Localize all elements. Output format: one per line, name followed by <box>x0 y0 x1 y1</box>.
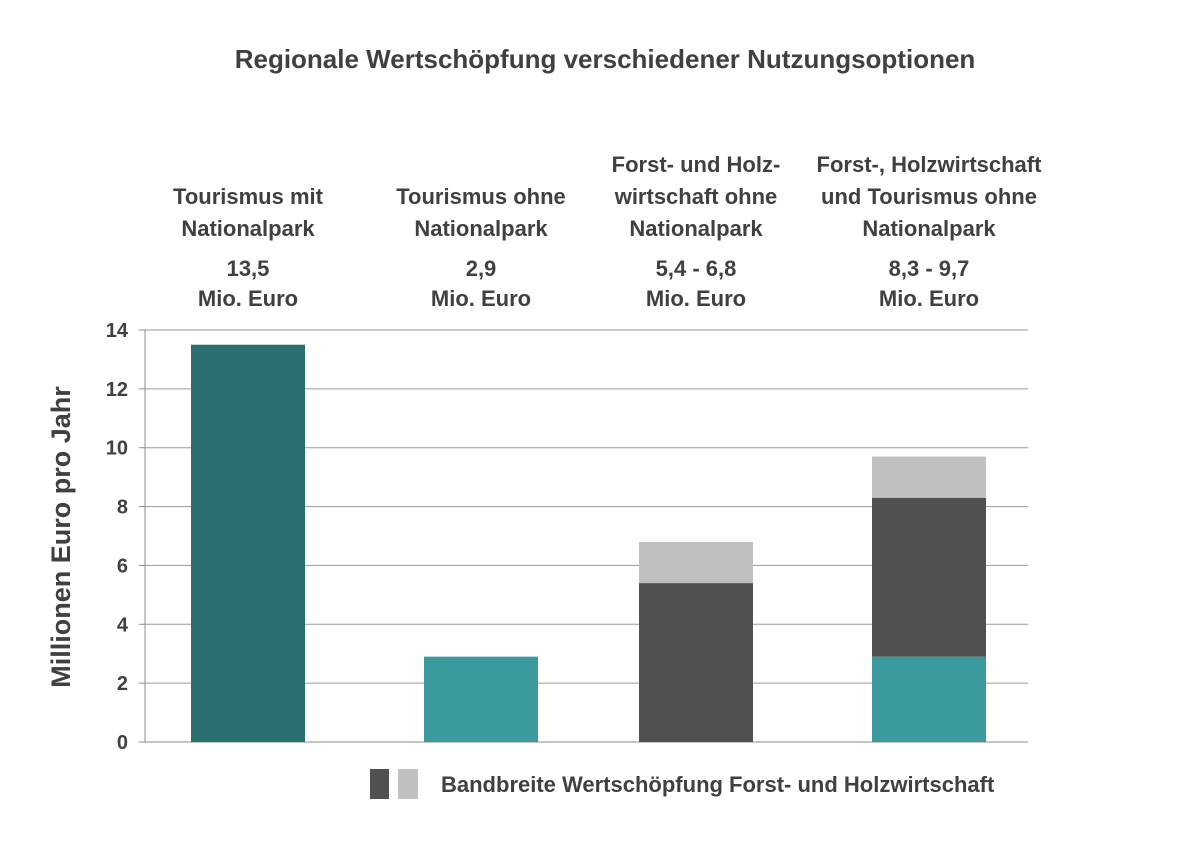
legend-swatch-light <box>398 769 418 799</box>
value-label: Mio. Euro <box>646 286 746 311</box>
bar-segment <box>424 656 538 742</box>
bars <box>191 344 986 742</box>
chart-title: Regionale Wertschöpfung verschiedener Nu… <box>235 44 976 74</box>
category-label: und Tourismus ohne <box>821 184 1037 209</box>
bar-segment <box>872 456 986 498</box>
y-tick-label: 0 <box>117 732 128 754</box>
y-axis-label: Millionen Euro pro Jahr <box>46 386 76 688</box>
category-label: Nationalpark <box>414 216 548 241</box>
category-label: Nationalpark <box>862 216 996 241</box>
y-tick-label: 14 <box>106 320 129 342</box>
value-label: 2,9 <box>466 256 497 281</box>
value-label: Mio. Euro <box>879 286 979 311</box>
y-tick-label: 2 <box>117 673 128 695</box>
y-tick-label: 6 <box>117 555 128 577</box>
category-label: wirtschaft ohne <box>614 184 778 209</box>
bar-segment <box>639 541 753 584</box>
legend: Bandbreite Wertschöpfung Forst- und Holz… <box>370 769 995 799</box>
legend-label: Bandbreite Wertschöpfung Forst- und Holz… <box>441 772 995 797</box>
bar-segment <box>872 656 986 742</box>
bar-segment <box>639 583 753 742</box>
value-label: Mio. Euro <box>198 286 298 311</box>
value-label: Mio. Euro <box>431 286 531 311</box>
category-label: Forst- und Holz- <box>612 152 781 177</box>
value-label: 13,5 <box>227 256 270 281</box>
legend-swatch-dark <box>370 769 389 799</box>
y-tick-label: 10 <box>106 438 128 460</box>
bar-segment <box>872 497 986 657</box>
category-label: Nationalpark <box>181 216 315 241</box>
category-labels: Tourismus mit Nationalpark 13,5 Mio. Euro To… <box>173 152 1042 311</box>
value-label: 5,4 - 6,8 <box>656 256 737 281</box>
y-tick-label: 4 <box>117 614 129 636</box>
category-label: Tourismus ohne <box>396 184 566 209</box>
y-axis-ticks: 0 2 4 6 8 10 12 14 <box>106 320 129 754</box>
bar-segment <box>191 344 305 742</box>
category-label: Forst-, Holzwirtschaft <box>817 152 1043 177</box>
category-label: Tourismus mit <box>173 184 324 209</box>
category-label: Nationalpark <box>629 216 763 241</box>
y-tick-label: 12 <box>106 379 128 401</box>
y-tick-label: 8 <box>117 497 128 519</box>
value-label: 8,3 - 9,7 <box>889 256 970 281</box>
